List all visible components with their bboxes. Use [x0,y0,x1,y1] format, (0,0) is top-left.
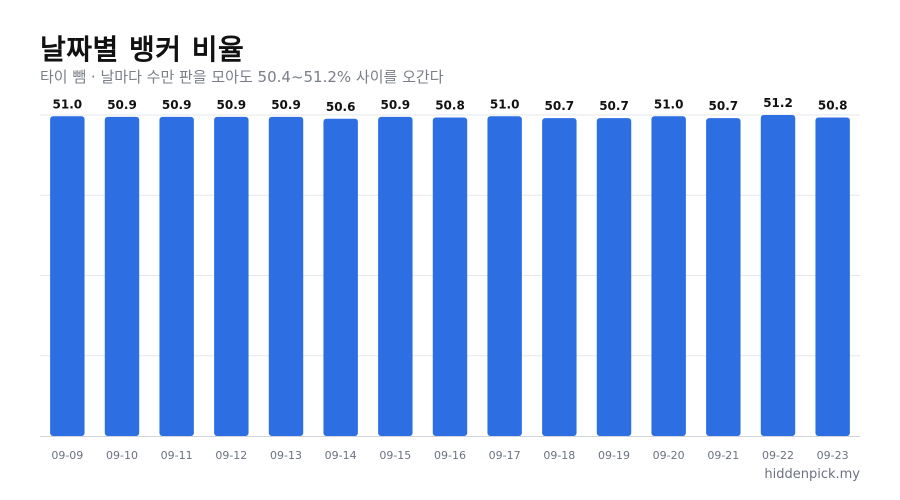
x-tick-label-09-09: 09-09 [51,449,83,462]
value-label-09-17: 51.0 [490,97,520,111]
bar-09-22 [760,115,796,436]
bar-09-16 [432,117,468,436]
x-tick-label-09-18: 09-18 [543,449,575,462]
value-label-09-15: 50.9 [381,98,411,112]
x-tick-label-09-11: 09-11 [161,449,193,462]
x-tick-label-09-17: 09-17 [489,449,521,462]
value-label-09-23: 50.8 [818,99,848,113]
x-tick-label-09-19: 09-19 [598,449,630,462]
bar-09-15 [378,116,413,436]
bar-09-09 [50,116,85,436]
bar-09-12 [214,116,249,436]
value-label-09-21: 50.7 [709,99,739,113]
x-tick-label-09-15: 09-15 [379,449,411,462]
value-label-09-22: 51.2 [763,96,793,110]
watermark: hiddenpick.my [764,467,860,482]
bar-09-23 [815,117,850,436]
x-tick-label-09-16: 09-16 [434,449,466,462]
chart-title: 날짜별 뱅커 비율 [40,33,245,66]
bar-09-20 [651,116,686,436]
value-label-09-13: 50.9 [271,98,301,112]
bar-09-11 [159,116,194,436]
bar-09-18 [542,118,577,436]
value-label-09-20: 51.0 [654,97,684,111]
value-label-09-09: 51.0 [53,97,83,111]
value-label-09-10: 50.9 [107,98,137,112]
x-tick-label-09-13: 09-13 [270,449,302,462]
bar-09-19 [596,118,632,436]
x-tick-label-09-21: 09-21 [707,449,739,462]
x-tick-label-09-12: 09-12 [215,449,247,462]
bar-09-10 [104,116,140,436]
x-tick-label-09-23: 09-23 [817,449,849,462]
bar-09-21 [706,118,741,436]
value-label-09-18: 50.7 [545,99,575,113]
bar-09-17 [487,116,522,436]
x-tick-label-09-14: 09-14 [325,449,357,462]
x-tick-label-09-10: 09-10 [106,449,138,462]
bar-09-13 [268,116,304,436]
value-label-09-19: 50.7 [599,99,629,113]
value-label-09-16: 50.8 [435,99,465,113]
x-tick-label-09-20: 09-20 [653,449,685,462]
chart-subtitle: 타이 뺌 · 날마다 수만 판을 모아도 50.4~51.2% 사이를 오간다 [40,68,444,86]
value-label-09-14: 50.6 [326,100,356,114]
value-label-09-12: 50.9 [217,98,247,112]
value-label-09-11: 50.9 [162,98,192,112]
x-tick-label-09-22: 09-22 [762,449,794,462]
bar-09-14 [323,118,358,436]
